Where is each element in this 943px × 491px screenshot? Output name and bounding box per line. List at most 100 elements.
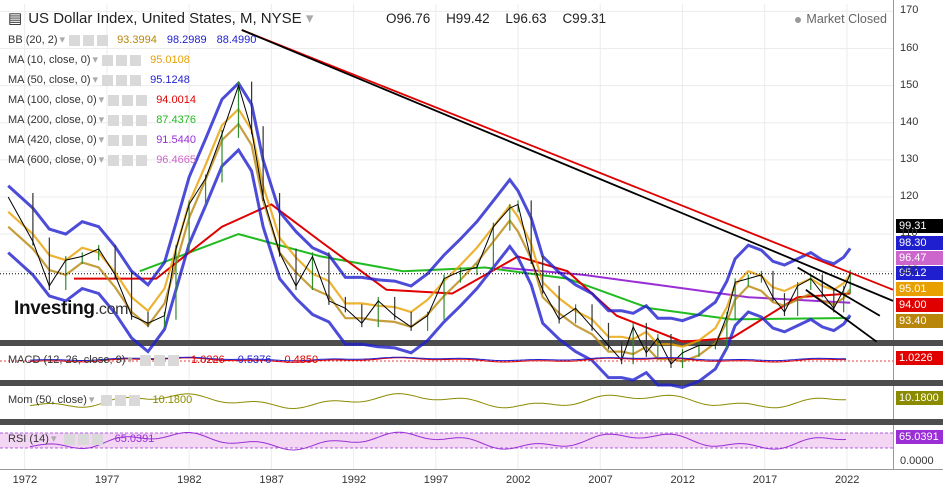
indicator-tools[interactable] — [108, 113, 150, 127]
series-line — [501, 266, 851, 304]
chevron-down-icon[interactable]: ▾ — [98, 94, 105, 106]
y-tick-label: 150 — [900, 78, 919, 91]
y-tick-label: 120 — [900, 189, 919, 202]
indicator-tools[interactable] — [108, 153, 150, 167]
low-value: L96.63 — [505, 11, 547, 26]
indicator-row: MA (10, close, 0) ▾ 95.0108 — [8, 53, 200, 67]
indicator-value: 93.3994 — [117, 34, 157, 46]
price-plot — [0, 29, 894, 390]
panel-separator — [0, 340, 943, 346]
rsi-tag: 65.0391 — [896, 430, 943, 444]
indicator-tools[interactable] — [108, 133, 150, 147]
market-status-text: Market Closed — [806, 12, 887, 26]
indicator-label: MA (600, close, 0) — [8, 154, 97, 166]
price-tag: 94.00 — [896, 298, 943, 312]
chevron-down-icon[interactable]: ▾ — [127, 354, 133, 366]
close-value: C99.31 — [562, 11, 606, 26]
x-tick-label: 1972 — [12, 474, 38, 486]
momentum-line — [29, 393, 847, 410]
series-line — [7, 80, 852, 323]
brand-name: Investing — [14, 298, 95, 319]
trendline — [241, 29, 894, 302]
high-value: H99.42 — [446, 11, 490, 26]
mom-label: Mom (50, close) — [8, 394, 87, 406]
chevron-down-icon[interactable]: ▾ — [98, 114, 105, 126]
indicator-value: 95.1248 — [150, 74, 190, 86]
axis-line — [893, 0, 894, 470]
chevron-down-icon[interactable]: ▾ — [50, 433, 57, 445]
indicator-label: MA (200, close, 0) — [8, 114, 97, 126]
macd-legend: MACD (12, 26, close, 9) ▾ 1.0226 0.5376 0… — [8, 353, 328, 367]
chevron-down-icon[interactable]: ▾ — [305, 10, 314, 27]
x-tick-label: 1992 — [341, 474, 367, 486]
market-status: Market Closed — [795, 12, 887, 26]
chart-title: ▤ US Dollar Index, United States, M, NYSE… — [8, 9, 313, 27]
rsi-label: RSI (14) — [8, 433, 49, 445]
x-tick-label: 1977 — [94, 474, 120, 486]
y-tick-label: 100 — [900, 264, 919, 277]
macd-label: MACD (12, 26, close, 9) — [8, 354, 126, 366]
rsi-band — [0, 433, 893, 448]
indicator-tools[interactable] — [69, 33, 111, 47]
indicator-label: MA (50, close, 0) — [8, 74, 91, 86]
mom-value: 10.1800 — [152, 394, 193, 406]
rsi-line — [29, 431, 847, 451]
y-tick-label: 140 — [900, 115, 919, 128]
indicator-value: 87.4376 — [156, 114, 196, 126]
price-tag: 96.47 — [896, 251, 943, 265]
x-tick-label: 2007 — [588, 474, 613, 486]
series-line — [7, 122, 852, 363]
indicator-row: MA (100, close, 0) ▾ 94.0014 — [8, 93, 206, 107]
indicator-value: 95.0108 — [150, 54, 190, 66]
indicator-tools[interactable] — [108, 93, 150, 107]
indicator-row: MA (200, close, 0) ▾ 87.4376 — [8, 113, 206, 127]
panel-separator — [0, 419, 943, 425]
indicator-label: MA (420, close, 0) — [8, 134, 97, 146]
indicator-tools[interactable] — [63, 432, 106, 446]
chevron-down-icon[interactable]: ▾ — [92, 74, 99, 86]
series-line — [74, 203, 851, 343]
macd-signal-line — [29, 356, 846, 362]
y-tick-label: 170 — [900, 4, 919, 17]
macd-value: 1.0226 — [191, 354, 225, 366]
x-tick-label: 2017 — [752, 474, 778, 486]
price-tag: 99.31 — [896, 219, 943, 233]
y-tick-label: 110 — [900, 227, 918, 240]
menu-icon[interactable]: ▤ — [8, 10, 23, 27]
indicator-tools[interactable] — [102, 53, 144, 67]
brand-logo: Investing.com — [14, 298, 129, 320]
trendline — [797, 266, 881, 317]
indicator-tools[interactable] — [101, 393, 143, 407]
indicator-label: BB (20, 2) — [8, 34, 58, 46]
status-dot-icon — [795, 16, 802, 23]
open-value: O96.76 — [386, 11, 431, 26]
axis-line — [0, 469, 943, 470]
chevron-down-icon[interactable]: ▾ — [98, 154, 105, 166]
indicator-tools[interactable] — [102, 73, 144, 87]
x-tick-label: 1997 — [423, 474, 449, 486]
indicator-value: 91.5440 — [156, 134, 196, 146]
chevron-down-icon[interactable]: ▾ — [59, 34, 66, 46]
indicator-row: MA (600, close, 0) ▾ 96.4665 — [8, 153, 206, 167]
indicator-label: MA (100, close, 0) — [8, 94, 97, 106]
price-tag: 93.40 — [896, 314, 943, 328]
indicator-row: BB (20, 2) ▾ 93.3994 98.2989 88.4990 — [8, 33, 266, 47]
chevron-down-icon[interactable]: ▾ — [98, 134, 105, 146]
grid — [0, 0, 943, 470]
chevron-down-icon[interactable]: ▾ — [92, 54, 99, 66]
brand-suffix: .com — [94, 301, 129, 318]
rsi-legend: RSI (14) ▾ 65.0391 — [8, 432, 164, 446]
series-line — [7, 107, 852, 348]
indicator-tools[interactable] — [139, 353, 182, 367]
x-tick-label: 2002 — [506, 474, 531, 486]
indicator-row: MA (420, close, 0) ▾ 91.5440 — [8, 133, 206, 147]
price-tag: 95.01 — [896, 282, 943, 296]
chevron-down-icon[interactable]: ▾ — [88, 394, 95, 406]
panel-separator — [0, 380, 943, 386]
price-tag: 98.30 — [896, 236, 943, 250]
indicator-value: 96.4665 — [156, 154, 196, 166]
sub-plots — [0, 356, 893, 451]
macd-line — [29, 357, 846, 363]
trendline — [241, 29, 894, 291]
